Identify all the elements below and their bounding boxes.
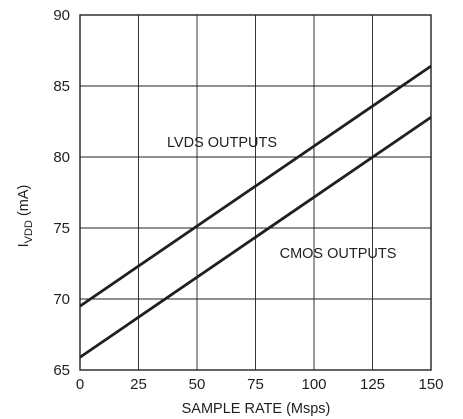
x-axis-title: SAMPLE RATE (Msps) [182, 401, 331, 417]
grid-lines [79, 14, 432, 371]
plot-frame [79, 14, 432, 371]
x-tick-label-150: 150 [418, 376, 443, 393]
y-tick-label-85: 85 [53, 78, 70, 95]
series-line-cmos-outputs [79, 116, 432, 359]
x-tick-label-25: 25 [130, 376, 147, 393]
x-tick-label-50: 50 [189, 376, 206, 393]
series-lines [79, 64, 432, 359]
y-tick-labels: 65 70 75 80 85 90 [53, 7, 70, 379]
y-axis-title: IVDD (mA) [16, 185, 35, 248]
x-tick-label-125: 125 [360, 376, 385, 393]
y-axis-title-base: I [16, 243, 32, 247]
x-tick-label-75: 75 [247, 376, 264, 393]
y-axis-title-suffix: (mA) [16, 185, 32, 220]
y-tick-label-75: 75 [53, 220, 70, 237]
series-line-lvds-outputs [79, 64, 432, 308]
y-tick-label-65: 65 [53, 362, 70, 379]
x-tick-labels: 0 25 50 75 100 125 150 [76, 376, 444, 393]
x-tick-label-100: 100 [301, 376, 326, 393]
y-tick-label-80: 80 [53, 149, 70, 166]
y-axis-title-subscript: VDD [23, 220, 35, 243]
series-label-cmos-outputs: CMOS OUTPUTS [280, 246, 397, 262]
x-tick-label-0: 0 [76, 376, 84, 393]
y-tick-label-70: 70 [53, 291, 70, 308]
y-tick-label-90: 90 [53, 7, 70, 24]
series-label-lvds-outputs: LVDS OUTPUTS [167, 135, 277, 151]
